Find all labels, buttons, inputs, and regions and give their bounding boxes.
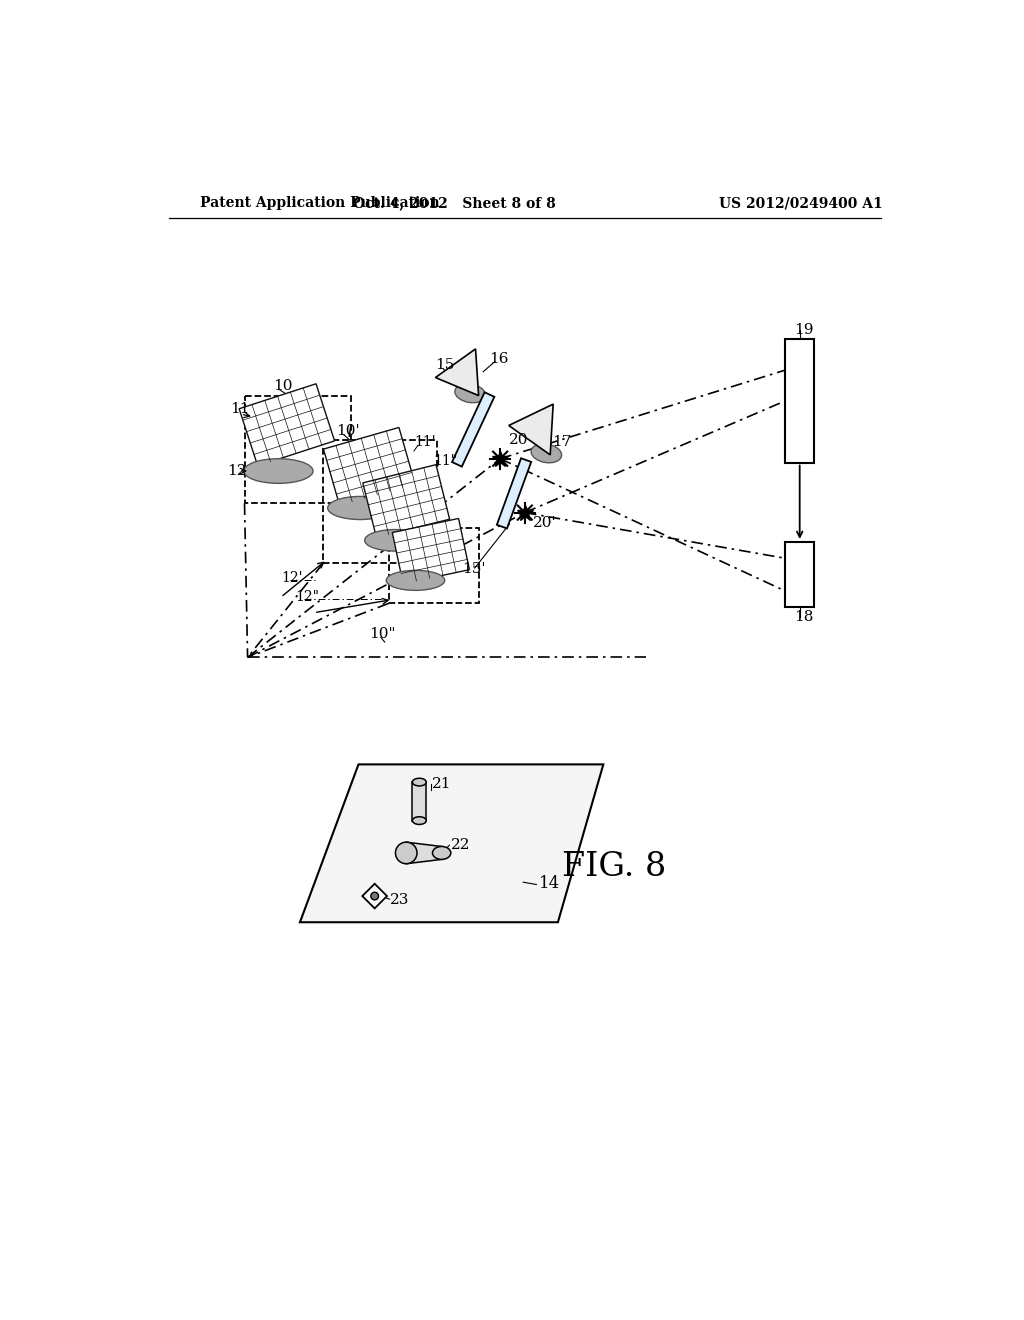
Text: 15: 15 xyxy=(435,358,455,372)
Text: 10: 10 xyxy=(273,379,293,392)
Text: 20': 20' xyxy=(532,516,556,529)
Bar xyxy=(785,543,814,607)
Ellipse shape xyxy=(328,496,392,520)
Polygon shape xyxy=(509,404,553,455)
Bar xyxy=(413,781,426,821)
Text: 12": 12" xyxy=(295,590,319,605)
Text: 11": 11" xyxy=(433,454,458,469)
Bar xyxy=(388,528,479,603)
Ellipse shape xyxy=(365,529,426,552)
Bar xyxy=(785,339,814,462)
Text: Oct. 4, 2012   Sheet 8 of 8: Oct. 4, 2012 Sheet 8 of 8 xyxy=(352,197,555,210)
Text: 20: 20 xyxy=(509,433,529,447)
Polygon shape xyxy=(240,384,335,466)
Text: FIG. 8: FIG. 8 xyxy=(562,851,666,883)
Polygon shape xyxy=(435,348,478,396)
Text: 23: 23 xyxy=(390,892,410,907)
Polygon shape xyxy=(392,519,469,583)
Ellipse shape xyxy=(244,458,313,483)
Bar xyxy=(323,441,437,564)
Text: US 2012/0249400 A1: US 2012/0249400 A1 xyxy=(719,197,883,210)
Polygon shape xyxy=(407,842,441,863)
Text: 12': 12' xyxy=(282,572,303,585)
Text: 14: 14 xyxy=(539,875,560,892)
Text: 19: 19 xyxy=(795,323,814,337)
Text: 22: 22 xyxy=(451,838,470,853)
Polygon shape xyxy=(362,884,387,908)
Polygon shape xyxy=(452,392,495,466)
Ellipse shape xyxy=(413,817,426,825)
Polygon shape xyxy=(300,764,603,923)
Ellipse shape xyxy=(386,570,444,590)
Text: 15': 15' xyxy=(462,562,485,576)
Polygon shape xyxy=(362,465,450,537)
Ellipse shape xyxy=(531,444,561,463)
Ellipse shape xyxy=(432,846,451,859)
Text: 11': 11' xyxy=(414,434,435,449)
Ellipse shape xyxy=(455,384,485,403)
Text: 10': 10' xyxy=(336,424,359,438)
Circle shape xyxy=(371,892,379,900)
Text: 21: 21 xyxy=(432,777,452,792)
Text: 18: 18 xyxy=(795,610,814,623)
Text: 17: 17 xyxy=(553,434,571,449)
Polygon shape xyxy=(324,428,415,506)
Text: Patent Application Publication: Patent Application Publication xyxy=(200,197,439,210)
Bar xyxy=(245,396,351,503)
Ellipse shape xyxy=(395,842,417,863)
Polygon shape xyxy=(497,458,531,528)
Text: 11: 11 xyxy=(230,403,250,416)
Text: 12: 12 xyxy=(227,465,247,478)
Ellipse shape xyxy=(413,779,426,785)
Text: 16: 16 xyxy=(489,351,509,366)
Text: 10": 10" xyxy=(370,627,395,642)
